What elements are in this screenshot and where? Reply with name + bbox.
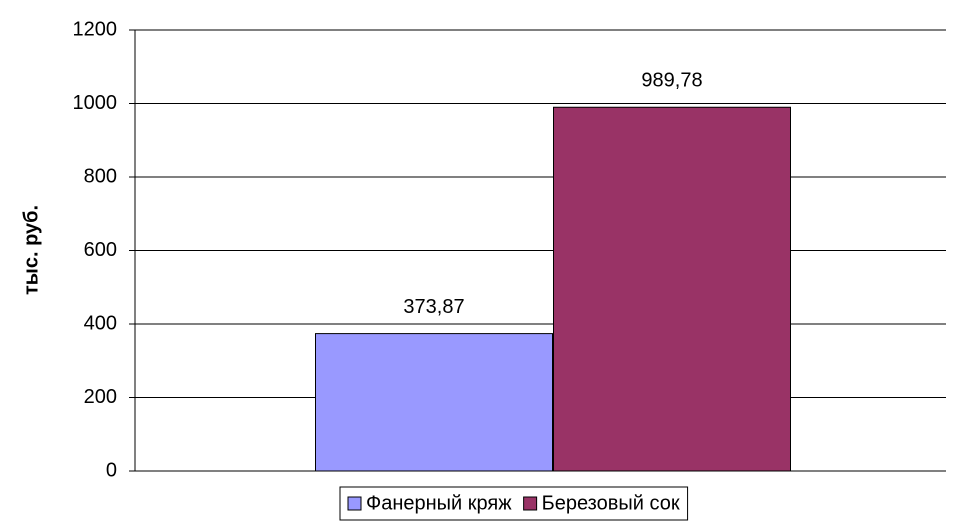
bar	[553, 106, 791, 472]
legend-label: Березовый сок	[542, 492, 680, 514]
bar	[315, 333, 553, 472]
legend-swatch	[523, 496, 538, 511]
y-tick-label: 0	[106, 459, 117, 481]
y-tick-label: 400	[84, 312, 117, 334]
y-axis-label: тыс. руб.	[20, 205, 42, 295]
legend: Фанерный кряж Березовый сок	[339, 486, 689, 521]
legend-box	[339, 486, 689, 521]
y-tick-label: 800	[84, 165, 117, 187]
y-tick-label: 1200	[73, 18, 118, 40]
y-tick-label: 1000	[73, 92, 118, 114]
y-tick-label: 200	[84, 386, 117, 408]
legend-swatch	[347, 496, 362, 511]
value-label: 989,78	[641, 70, 702, 92]
value-label: 373,87	[403, 296, 464, 318]
y-tick-label: 600	[84, 239, 117, 261]
legend-label: Фанерный кряж	[366, 492, 512, 514]
